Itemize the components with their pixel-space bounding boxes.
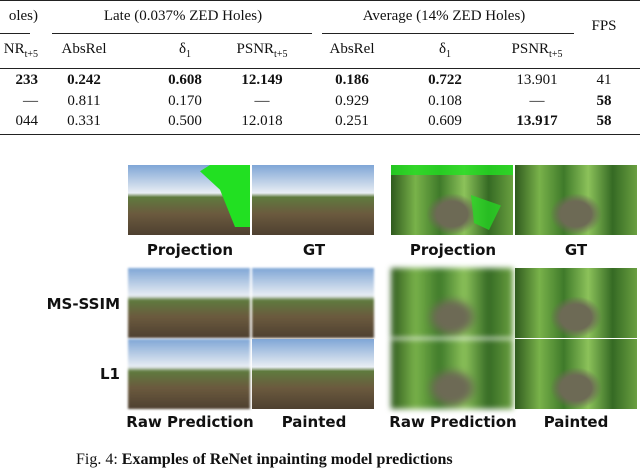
header-rule (0, 68, 640, 69)
image-label: GT (302, 241, 326, 259)
image (252, 268, 374, 338)
column-header: δ1 (439, 41, 451, 60)
table-cell: 58 (596, 113, 612, 129)
caption-label: Fig. 4: (76, 451, 118, 468)
column-header: NRt+5 (4, 41, 38, 60)
table-cell: 0.108 (428, 93, 462, 109)
table-cell: 0.242 (67, 72, 101, 88)
group-rule (322, 33, 574, 34)
table-cell: 044 (15, 113, 39, 129)
column-header: PSNRt+5 (237, 41, 288, 60)
image (252, 339, 374, 409)
column-header-text: δ (438, 41, 447, 57)
group-rule (0, 33, 30, 34)
column-header-sub: 1 (446, 49, 452, 60)
table-cell: 12.018 (241, 113, 283, 129)
table-cell: 233 (15, 72, 39, 88)
image (391, 339, 513, 409)
image (391, 268, 513, 338)
image-label: GT (564, 241, 588, 259)
row-label: L1 (100, 365, 120, 383)
image (128, 268, 250, 338)
caption: Fig. 4: Examples of ReNet inpainting mod… (76, 451, 453, 469)
image (128, 339, 250, 409)
image-label: Projection (146, 241, 234, 259)
table-cell: 0.331 (67, 113, 101, 129)
image-label: Painted (543, 413, 609, 431)
table-cell: 0.811 (67, 93, 101, 109)
bottom-rule (0, 134, 640, 135)
table-cell: 0.500 (168, 113, 202, 129)
table-cell: 0.186 (335, 72, 369, 88)
row-label: MS-SSIM (46, 295, 120, 313)
column-header: δ1 (179, 41, 191, 60)
column-header: AbsRel (330, 41, 375, 58)
column-header: AbsRel (62, 41, 107, 58)
caption-text: Examples of ReNet inpainting model predi… (121, 451, 453, 468)
group-header: oles) (8, 8, 38, 24)
column-header-text: AbsRel (61, 41, 107, 57)
table-cell: 0.608 (168, 72, 202, 88)
image (515, 339, 637, 409)
image-label: Raw Prediction (126, 413, 254, 431)
table-cell: 0.722 (428, 72, 462, 88)
table-cell: 0.609 (428, 113, 462, 129)
table-cell: 12.149 (241, 72, 283, 88)
table-cell: 58 (596, 93, 612, 109)
table-cell: 13.917 (516, 113, 558, 129)
column-header-text: PSNR (511, 41, 550, 57)
group-header: Late (0.037% ZED Holes) (103, 8, 263, 24)
column-header-sub: t+5 (24, 49, 38, 60)
column-header: PSNRt+5 (512, 41, 563, 60)
column-header-text: PSNR (236, 41, 275, 57)
table-cell: 13.901 (516, 72, 558, 88)
column-header-text: δ (178, 41, 187, 57)
column-header-sub: 1 (186, 49, 192, 60)
image (515, 165, 637, 235)
image (252, 165, 374, 235)
image (391, 165, 513, 235)
group-rule (52, 33, 312, 34)
table-cell: 0.170 (168, 93, 202, 109)
image-label: Painted (281, 413, 347, 431)
top-rule (0, 0, 640, 1)
column-header-text: AbsRel (329, 41, 375, 57)
table-cell: — (23, 93, 38, 109)
table-cell: — (254, 93, 270, 109)
image-label: Raw Prediction (389, 413, 517, 431)
image-label: Projection (409, 241, 497, 259)
image (128, 165, 250, 235)
fps-header: FPS (591, 18, 617, 34)
table-cell: 0.929 (335, 93, 369, 109)
table-cell: 0.251 (335, 113, 369, 129)
table-cell: — (529, 93, 545, 109)
table-cell: 41 (596, 72, 612, 88)
column-header-sub: t+5 (274, 49, 288, 60)
group-header: Average (14% ZED Holes) (362, 8, 526, 24)
image (515, 268, 637, 338)
column-header-sub: t+5 (549, 49, 563, 60)
column-header-text: NR (3, 41, 25, 57)
